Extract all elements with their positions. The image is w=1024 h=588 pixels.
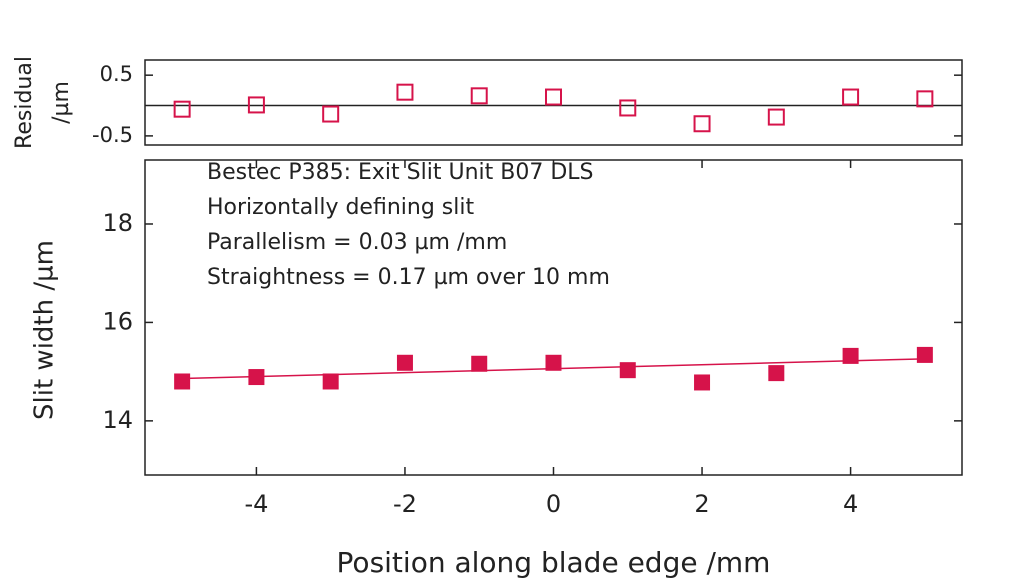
data-point xyxy=(916,346,933,363)
data-point xyxy=(247,96,265,114)
data-point xyxy=(842,347,859,364)
y-tick-label: 0.5 xyxy=(100,62,133,86)
y-tick-label: 16 xyxy=(102,307,133,335)
data-point xyxy=(619,99,637,117)
data-point xyxy=(694,374,711,391)
y-axis-label: /µm xyxy=(49,81,74,124)
data-point xyxy=(916,90,934,108)
data-point xyxy=(842,88,860,106)
x-tick-label: 0 xyxy=(546,490,561,518)
annotation: Horizontally defining slit xyxy=(207,195,474,220)
data-point xyxy=(767,108,785,126)
x-tick-label: 4 xyxy=(843,490,858,518)
x-axis-label: Position along blade edge /mm xyxy=(337,546,771,579)
x-tick-label: -2 xyxy=(393,490,417,518)
y-tick-label: 18 xyxy=(102,209,133,237)
data-point xyxy=(322,373,339,390)
data-point xyxy=(173,100,191,118)
y-tick-label: 14 xyxy=(102,406,133,434)
data-point xyxy=(545,88,562,106)
annotation: Straightness = 0.17 µm over 10 mm xyxy=(207,265,610,290)
data-point xyxy=(471,355,488,372)
data-point xyxy=(174,373,191,390)
data-point xyxy=(248,369,265,386)
x-tick-label: -4 xyxy=(244,490,268,518)
data-point xyxy=(619,362,636,379)
data-point xyxy=(470,87,488,105)
annotation: Parallelism = 0.03 µm /mm xyxy=(207,230,507,255)
data-point xyxy=(396,83,414,101)
y-axis-label: Slit width /µm xyxy=(30,240,60,420)
data-point xyxy=(396,354,413,371)
y-axis-label: Residual xyxy=(12,56,37,149)
data-point xyxy=(693,115,711,133)
annotation: Bestec P385: Exit Slit Unit B07 DLS xyxy=(207,160,593,185)
y-tick-label: -0.5 xyxy=(92,123,133,147)
plot-frame xyxy=(144,59,963,146)
x-tick-label: 2 xyxy=(694,490,709,518)
data-point xyxy=(768,365,785,382)
data-point xyxy=(545,354,562,371)
data-point xyxy=(322,105,340,123)
